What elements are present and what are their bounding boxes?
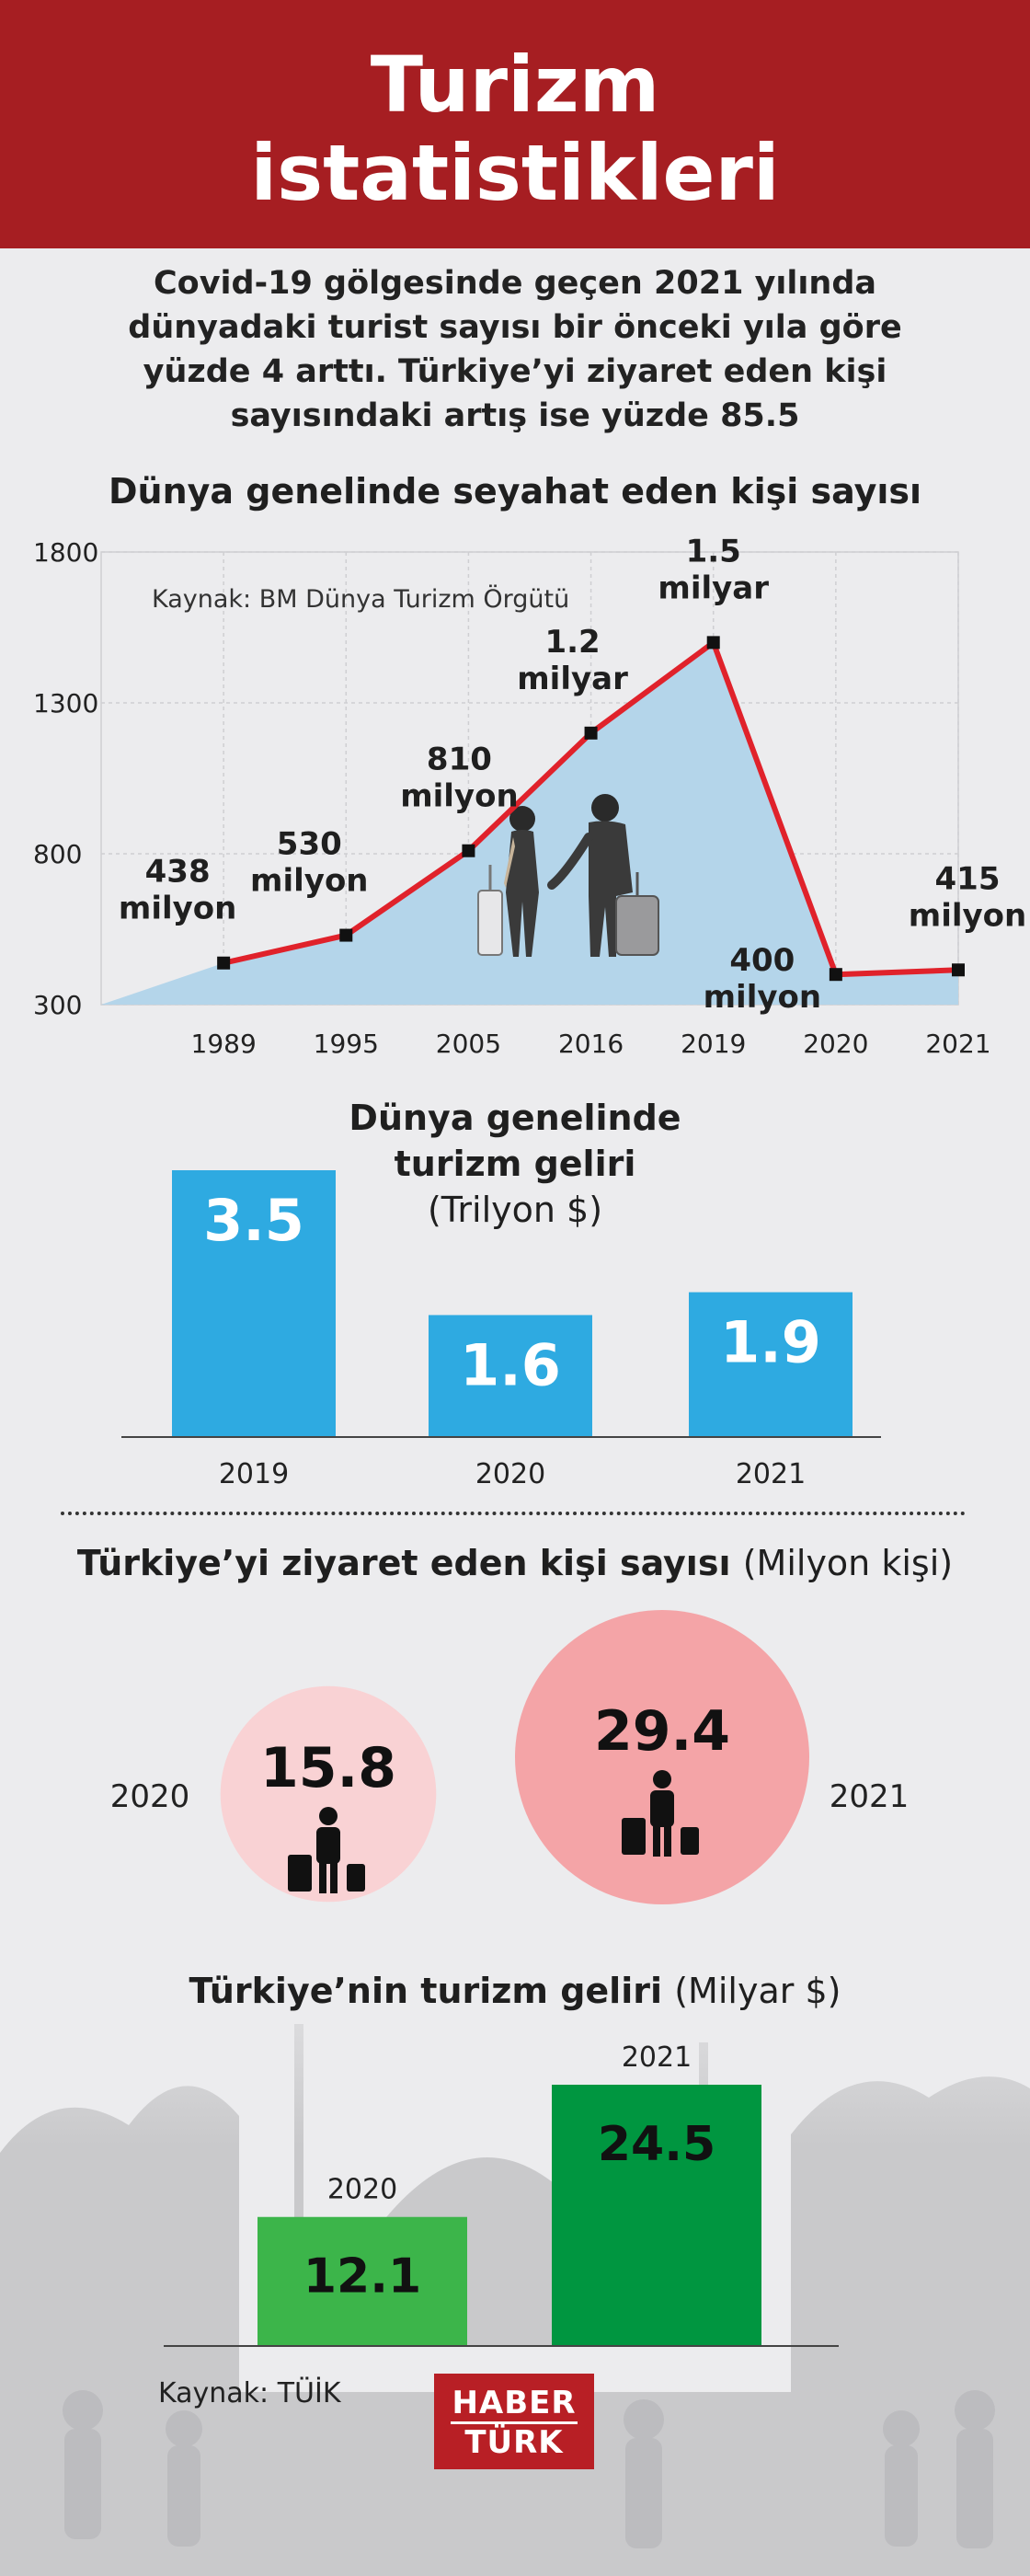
page-title-line-1: Turizm: [370, 40, 660, 130]
travelers-with-luggage-icon: [477, 794, 659, 957]
page-title-line-2: istatistikleri: [250, 128, 780, 218]
bar-value-label: 3.5: [203, 1187, 304, 1254]
turkey-revenue-unit: (Milyar $): [674, 1971, 841, 2011]
bar-value-label: 1.9: [720, 1309, 821, 1376]
source-note: Kaynak: TÜİK: [158, 2377, 341, 2409]
traveler-with-suitcase-icon: [288, 1807, 365, 1893]
intro-line: Covid-19 gölgesinde geçen 2021 yılında: [154, 265, 876, 302]
x-tick-label: 2021: [622, 2041, 692, 2074]
x-tick-label: 2020: [475, 1458, 545, 1490]
header-banner: Turizm istatistikleri: [0, 0, 1030, 248]
data-label: 1.2 milyar: [517, 624, 628, 697]
bar-value-label: 12.1: [303, 2249, 421, 2305]
data-label: 415 milyon: [909, 860, 1026, 934]
x-tick-label: 1995: [314, 1029, 379, 1059]
data-point: [462, 844, 475, 857]
logo-line-1: HABER: [452, 2385, 577, 2421]
data-point: [339, 928, 353, 942]
world-revenue-title: Dünya genelinde turizm geliri (Trilyon $…: [331, 1095, 699, 1233]
visitor-bubble: [515, 1610, 809, 1904]
bar-value-label: 1.6: [460, 1331, 561, 1398]
logo-rule: [451, 2421, 578, 2424]
world-revenue-title-line-1: Dünya genelinde: [349, 1098, 681, 1138]
logo-line-2: TÜRK: [464, 2424, 564, 2461]
revenue-bar: [172, 1170, 336, 1437]
revenue-bar: [429, 1315, 592, 1437]
world-travelers-area-chart: 1800 1300 800 300 1989 1995 2005 2016 2019 2020 2…: [33, 533, 1026, 1059]
data-point: [217, 956, 231, 970]
y-tick-label: 800: [33, 839, 82, 869]
y-tick-label: 1800: [33, 537, 98, 568]
data-point: [952, 963, 965, 977]
y-tick-label: 300: [33, 990, 82, 1020]
bubble-value-label: 29.4: [594, 1699, 730, 1764]
world-revenue-bar-chart: 3.5 1.6 1.9 2019 2020 2021: [121, 1170, 881, 1490]
y-tick-label: 1300: [33, 688, 98, 719]
world-revenue-unit: (Trilyon $): [427, 1190, 603, 1230]
revenue-bar: [689, 1292, 853, 1437]
intro-line: yüzde 4 arttı. Türkiye’yi ziyaret eden k…: [143, 353, 887, 390]
turkey-revenue-bar: [552, 2085, 761, 2346]
x-tick-label: 2020: [327, 2174, 397, 2206]
data-label: 810 milyon: [400, 742, 518, 815]
year-label: 2020: [110, 1778, 190, 1815]
world-travelers-title: Dünya genelinde seyahat eden kişi sayısı: [108, 471, 922, 512]
visitor-bubble: [220, 1685, 437, 1903]
bar-value-label: 24.5: [598, 2117, 715, 2172]
data-point: [584, 726, 598, 740]
data-point: [829, 968, 842, 982]
intro-line: sayısındaki artış ise yüzde 85.5: [230, 397, 800, 434]
x-tick-label: 2019: [681, 1029, 746, 1059]
turkey-visitors-unit: (Milyon kişi): [742, 1543, 954, 1583]
data-label: 530 milyon: [250, 826, 368, 900]
section-divider: [61, 1512, 966, 1515]
x-tick-label: 2005: [436, 1029, 501, 1059]
x-tick-label: 2021: [736, 1458, 806, 1490]
intro-text: Covid-19 gölgesinde geçen 2021 yılında d…: [55, 261, 975, 438]
turkey-visitors-bubble-chart: 15.8 2020 29.4 2021: [110, 1610, 910, 1904]
traveler-with-suitcase-icon: [622, 1770, 699, 1857]
data-label: 1.5 milyar: [658, 533, 769, 606]
turkey-revenue-title: Türkiye’nin turizm geliri (Milyar $): [55, 1971, 975, 2011]
x-tick-label: 2019: [219, 1458, 289, 1490]
x-tick-label: 1989: [191, 1029, 257, 1059]
turkey-visitors-title: Türkiye’yi ziyaret eden kişi sayısı (Mil…: [37, 1543, 993, 1583]
x-tick-label: 2021: [925, 1029, 990, 1059]
data-label: 400 milyon: [704, 942, 821, 1016]
x-tick-label: 2020: [803, 1029, 868, 1059]
x-tick-label: 2016: [558, 1029, 624, 1059]
turkey-revenue-title-text: Türkiye’nin turizm geliri: [189, 1971, 662, 2011]
data-label: 438 milyon: [119, 854, 236, 927]
intro-line: dünyadaki turist sayısı bir önceki yıla …: [128, 309, 902, 346]
bubble-value-label: 15.8: [260, 1736, 396, 1800]
data-point: [706, 636, 720, 650]
haberturk-logo: HABER TÜRK: [434, 2374, 594, 2469]
turkey-revenue-bar: [258, 2216, 467, 2346]
world-revenue-title-line-2: turizm geliri: [394, 1144, 636, 1184]
chart-source: Kaynak: BM Dünya Turizm Örgütü: [152, 584, 569, 614]
turkey-revenue-bar-chart: 12.1 2020 24.5 2021: [164, 2041, 839, 2347]
year-label: 2021: [830, 1778, 910, 1815]
turkey-visitors-title-text: Türkiye’yi ziyaret eden kişi sayısı: [76, 1543, 731, 1583]
